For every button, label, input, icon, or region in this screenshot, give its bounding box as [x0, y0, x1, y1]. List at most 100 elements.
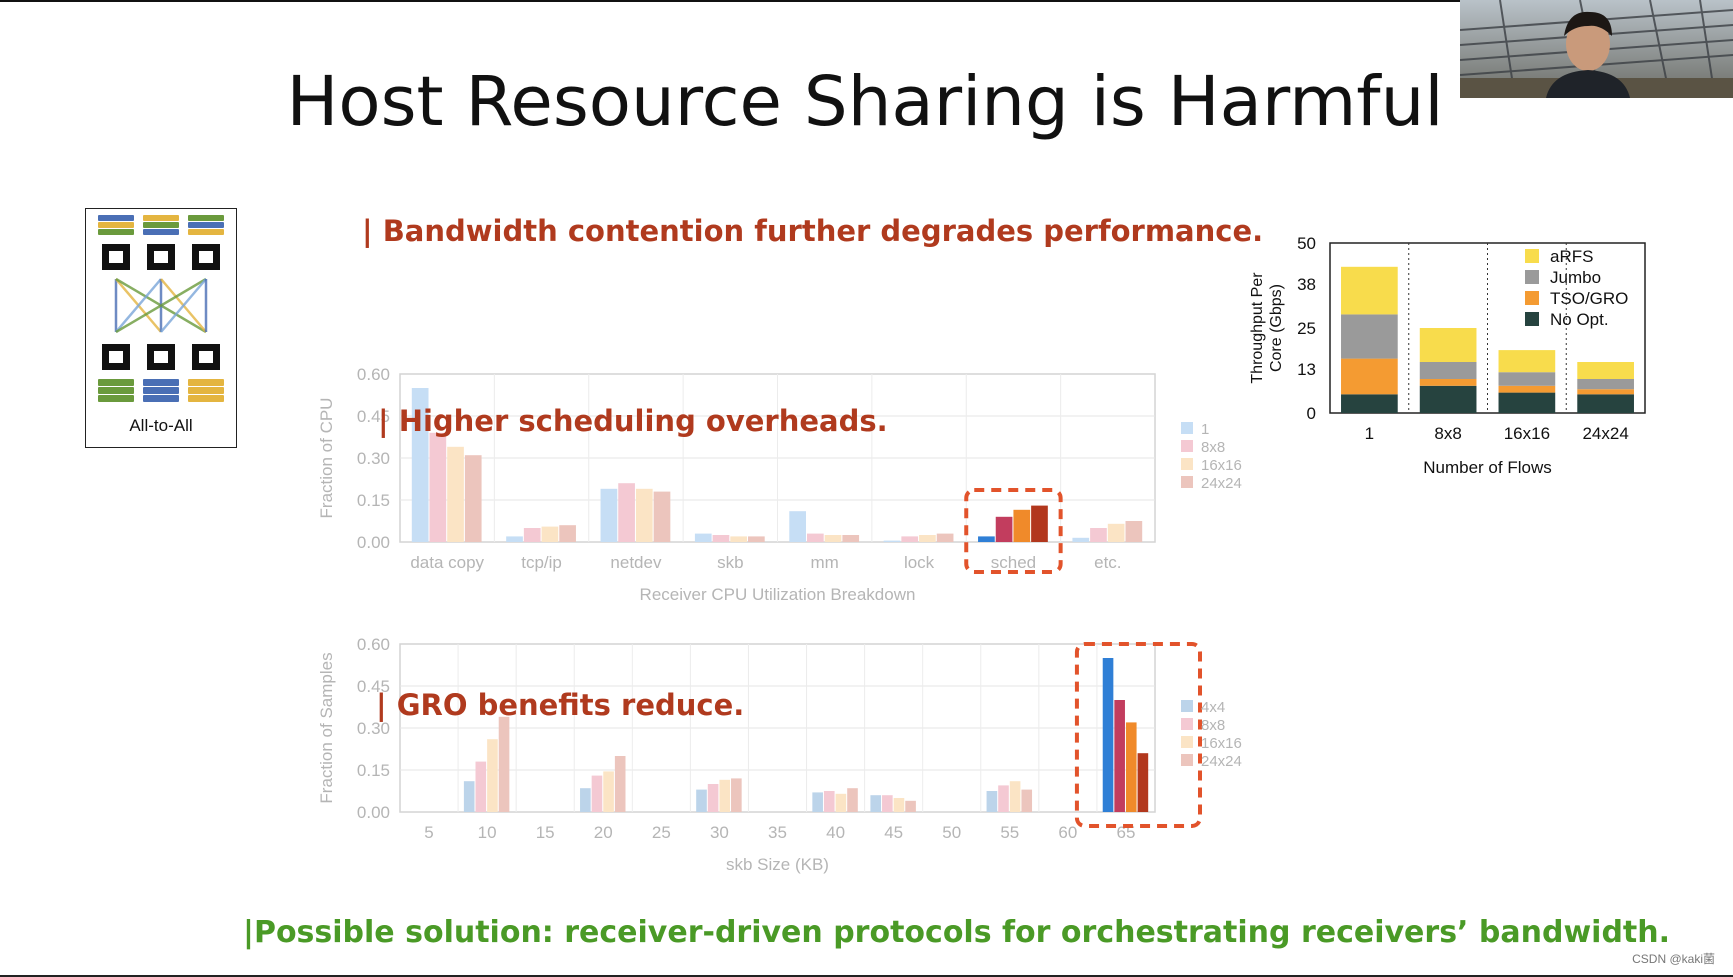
x-tick-label: 40 [826, 823, 845, 842]
bar-1 [506, 536, 523, 542]
app-block [188, 215, 224, 221]
bar-24x24 [842, 535, 860, 542]
app-block [143, 222, 179, 228]
bar-tso-gro [1498, 385, 1556, 393]
cpu-chip-core [197, 249, 215, 265]
bar-4x4 [812, 792, 823, 812]
legend-swatch [1181, 440, 1193, 452]
bar-arfs [1498, 350, 1556, 373]
cpu-chip-core [107, 349, 125, 365]
skb-size-chart: 0.00 0.15 0.30 0.45 0.60 5 10 15 20 25 30 35 40 45 50 5… [317, 635, 1242, 874]
bar-jumbo [1577, 379, 1634, 390]
y-tick-label: 0.30 [357, 719, 390, 738]
bar-8x8 [1090, 528, 1107, 542]
legend-swatch [1525, 291, 1539, 305]
y-tick-label: 0.15 [357, 761, 390, 780]
bar-jumbo [1498, 372, 1556, 386]
link [160, 278, 207, 333]
bar-24x24 [847, 788, 858, 812]
bar-arfs [1419, 328, 1477, 362]
link [115, 278, 162, 333]
legend-swatch [1181, 718, 1193, 730]
presenter-video [1460, 0, 1733, 98]
highlight-box [1074, 642, 1203, 828]
bar-24x24 [1125, 521, 1143, 542]
bar-24x24 [905, 800, 916, 812]
bar-1 [411, 388, 429, 542]
bar-24x24 [614, 756, 626, 812]
bar-16x16 [1125, 722, 1137, 812]
bar-8x8 [429, 432, 447, 542]
app-block [188, 387, 224, 394]
bar-16x16 [603, 771, 614, 812]
x-tick-label: sched [991, 553, 1036, 572]
topology-label: All-to-All [129, 416, 193, 435]
bar-8x8 [1114, 700, 1125, 812]
legend-label: 1 [1201, 421, 1209, 438]
bar-16x16 [1013, 509, 1031, 542]
legend-swatch [1525, 312, 1539, 326]
app-block [143, 387, 179, 394]
bar-16x16 [919, 535, 936, 542]
bar-8x8 [707, 784, 719, 812]
bar-24x24 [653, 491, 671, 542]
legend-label: 16x16 [1201, 735, 1242, 752]
y-axis-label-line: Core (Gbps) [1268, 284, 1285, 372]
x-tick-label: etc. [1094, 553, 1121, 572]
bar-24x24 [936, 533, 954, 542]
x-tick-label: lock [904, 553, 935, 572]
callout-scheduling: | Higher scheduling overheads. [378, 404, 888, 438]
bar-4x4 [870, 795, 882, 812]
app-block [98, 222, 134, 228]
bar-1 [600, 488, 618, 542]
x-tick-label: 24x24 [1582, 424, 1628, 443]
legend-label: aRFS [1550, 247, 1593, 266]
bar-8x8 [712, 535, 730, 542]
link [115, 277, 207, 334]
app-block [143, 229, 179, 235]
x-axis-label: Number of Flows [1423, 458, 1551, 477]
bar-jumbo [1419, 362, 1477, 379]
cpu-chip-core [107, 249, 125, 265]
x-tick-label: tcp/ip [521, 553, 562, 572]
slide-title: Host Resource Sharing is Harmful [286, 62, 1444, 142]
y-axis-label: Fraction of Samples [317, 652, 336, 803]
bar-tso-gro [1419, 379, 1477, 386]
bar-16x16 [893, 798, 905, 812]
bar-16x16 [824, 535, 842, 542]
bar-16x16 [730, 536, 748, 542]
callout-bandwidth: | Bandwidth contention further degrades … [362, 214, 1264, 248]
bar-4x4 [1102, 658, 1114, 812]
y-tick-label: 25 [1297, 319, 1316, 338]
bar-1 [694, 533, 712, 542]
app-block [98, 387, 134, 394]
bar-8x8 [882, 795, 893, 812]
y-tick-label: 38 [1297, 275, 1316, 294]
app-block [188, 395, 224, 402]
bar-16x16 [719, 779, 731, 812]
x-tick-label: 60 [1058, 823, 1077, 842]
y-tick-label: 0.45 [357, 407, 390, 426]
bar-24x24 [1031, 505, 1048, 542]
topology-diagram [98, 215, 224, 402]
cpu-breakdown-chart: 0.00 0.15 0.30 0.45 0.60 data copy tcp/ip netde… [317, 365, 1242, 604]
throughput-chart: 0 13 25 38 50 1 8x8 16x16 24x24 Number of Flows Th… [1249, 234, 1646, 477]
bar-16x16 [447, 446, 464, 542]
legend-label: 8x8 [1201, 439, 1225, 456]
legend-swatch [1181, 458, 1193, 470]
app-block [188, 229, 224, 235]
bar-4x4 [580, 788, 591, 812]
bar-1 [978, 536, 995, 542]
bar-24x24 [1021, 789, 1033, 812]
x-tick-label: 5 [424, 823, 433, 842]
y-tick-label: 50 [1297, 234, 1316, 253]
x-tick-label: 16x16 [1504, 424, 1550, 443]
bar-16x16 [1009, 781, 1021, 812]
x-axis-label: Receiver CPU Utilization Breakdown [640, 585, 916, 604]
bar-tso-gro [1577, 389, 1634, 395]
bar-no-opt- [1419, 385, 1477, 413]
x-tick-label: mm [811, 553, 839, 572]
bar-8x8 [823, 791, 835, 812]
x-tick-label: 8x8 [1434, 424, 1461, 443]
app-block [188, 222, 224, 228]
